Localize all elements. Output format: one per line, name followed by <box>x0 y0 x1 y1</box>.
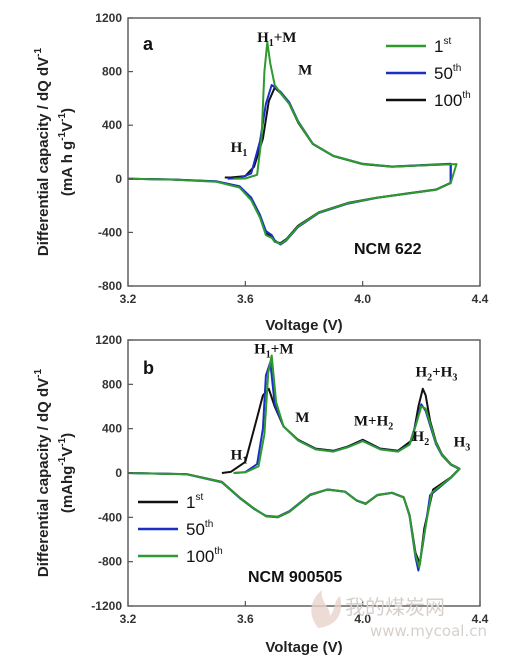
panel-b-legend-label: 50th <box>186 519 213 539</box>
panel-b-label: b <box>143 358 154 378</box>
panel-b-annotation-h1: H1 <box>231 448 248 467</box>
panel-b-series-50th <box>127 361 461 572</box>
watermark-url: www.mycoal.cn <box>370 622 487 640</box>
panel-a-y-tick-label: -800 <box>98 279 122 293</box>
panel-b-y-axis-label: Differential capacity / dQ dV-1 (mAhg-1V-… <box>33 369 76 578</box>
panel-a-legend-label: 1st <box>434 36 451 56</box>
panel-b-y-tick-label: 800 <box>102 377 122 391</box>
panel-b-y-tick-label: 1200 <box>95 333 122 347</box>
panel-b-y-axis-label-line2: (mAhg-1V-1) <box>57 433 76 513</box>
watermark-flame-icon <box>311 590 342 628</box>
panel-b-y-tick-label: 0 <box>115 466 122 480</box>
panel-a: 3.2 3.6 4.0 4.4 1200 800 400 0 -400 -800 a NCM 62… <box>33 11 489 334</box>
panel-b-x-axis-label: Voltage (V) <box>265 639 342 656</box>
watermark: 我的煤炭网 www.mycoal.cn <box>311 590 487 640</box>
panel-b-y-tick-label: -800 <box>98 555 122 569</box>
panel-a-x-tick-label: 4.4 <box>472 292 489 306</box>
panel-b-legend: 1st 50th 100th <box>138 492 223 566</box>
panel-a-x-tick-label: 3.2 <box>120 292 137 306</box>
panel-a-legend: 1st 50th 100th <box>386 36 471 110</box>
panel-b: 3.2 3.6 4.0 4.4 1200 800 400 0 -400 -800 -1200 b N… <box>33 333 489 656</box>
panel-b-y-axis-label-line1: Differential capacity / dQ dV-1 <box>33 369 52 578</box>
panel-a-y-axis-label: Differential capacity / dQ dV-1 (mA h g-1… <box>33 48 76 257</box>
panel-a-plot-frame <box>127 17 481 287</box>
panel-a-x-tick-label: 4.0 <box>354 292 371 306</box>
panel-a-annotations: H1+MM H1 <box>231 30 313 159</box>
panel-b-ticks: 3.2 3.6 4.0 4.4 1200 800 400 0 -400 -800 -1200 <box>91 333 488 626</box>
panel-b-annotation-h2h3: H2+H3 <box>415 365 457 384</box>
panel-b-annotation-mh2: M+H2 <box>354 413 393 432</box>
panel-a-annotation-h1: H1 <box>231 140 248 159</box>
panel-a-y-axis-label-line1: Differential capacity / dQ dV-1 <box>33 48 52 257</box>
panel-a-label: a <box>143 34 154 54</box>
panel-a-y-tick-label: 400 <box>102 118 122 132</box>
panel-b-x-tick-label: 4.4 <box>472 612 489 626</box>
panel-b-legend-label: 1st <box>186 492 203 512</box>
panel-b-material-label: NCM 900505 <box>248 569 342 586</box>
panel-b-y-tick-label: -400 <box>98 510 122 524</box>
panel-a-legend-label: 100th <box>434 90 471 110</box>
panel-a-series-50th <box>127 84 452 246</box>
panel-a-y-axis-label-line2: (mA h g-1V-1) <box>57 108 76 196</box>
panel-b-annotation-m: M <box>295 410 309 426</box>
panel-b-x-tick-label: 4.0 <box>354 612 371 626</box>
panel-a-series-1st <box>127 41 458 245</box>
panel-a-annotation-m: M <box>298 62 312 78</box>
panel-a-y-tick-label: 0 <box>115 172 122 186</box>
panel-b-x-tick-label: 3.2 <box>120 612 137 626</box>
watermark-text: 我的煤炭网 <box>345 595 445 619</box>
panel-b-series-1st <box>127 387 461 565</box>
panel-b-series <box>127 354 461 572</box>
panel-b-annotation-h1m: H1+M <box>254 341 293 360</box>
panel-b-y-tick-label: 400 <box>102 422 122 436</box>
panel-b-x-tick-label: 3.6 <box>237 612 254 626</box>
panel-a-y-tick-label: 1200 <box>95 11 122 25</box>
panel-b-series-100th <box>127 354 461 569</box>
panel-a-x-axis-label: Voltage (V) <box>265 317 342 334</box>
panel-a-y-tick-label: -400 <box>98 225 122 239</box>
panel-b-annotation-h2: H2 <box>413 429 430 448</box>
panel-b-legend-label: 100th <box>186 546 223 566</box>
panel-a-series <box>127 41 458 246</box>
panel-b-y-tick-label: -1200 <box>91 599 122 613</box>
panel-b-annotation-h3: H3 <box>454 434 471 453</box>
panel-a-ticks: 3.2 3.6 4.0 4.4 1200 800 400 0 -400 -800 <box>95 11 488 306</box>
panel-b-annotations: H1+M M M+H2 H2+H3 H2 H3 H1 <box>231 341 471 466</box>
panel-a-legend-label: 50th <box>434 63 461 83</box>
panel-a-annotation-h1m: H1+M <box>257 30 296 49</box>
panel-a-material-label: NCM 622 <box>354 241 422 258</box>
panel-a-y-tick-label: 800 <box>102 65 122 79</box>
panel-a-x-tick-label: 3.6 <box>237 292 254 306</box>
